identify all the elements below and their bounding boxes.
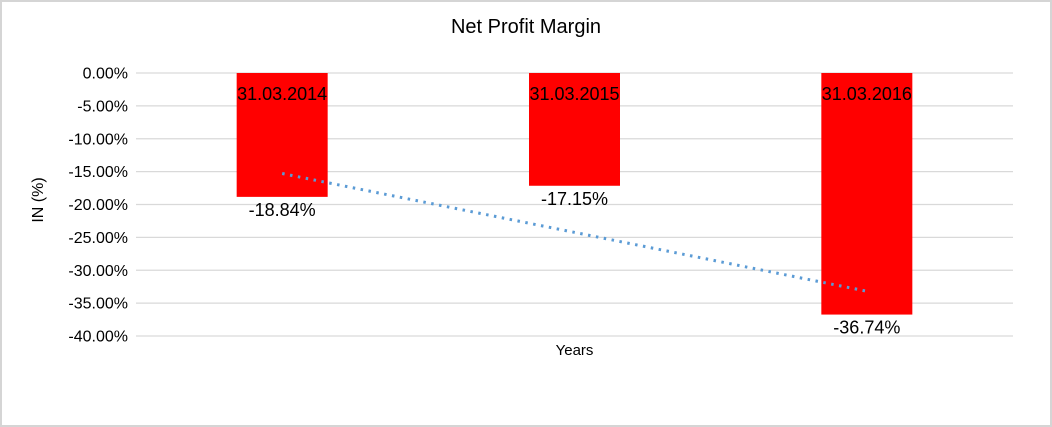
y-axis-title: IN (%) [30,177,47,223]
bar-31.03.2015 [529,73,620,186]
value-label: -17.15% [541,189,608,209]
category-label: 31.03.2014 [237,84,327,104]
y-tick-label: 0.00% [83,66,128,83]
y-tick-label: -15.00% [68,164,128,181]
bar-31.03.2014 [236,73,328,197]
value-label: -36.74% [833,318,900,338]
category-label: 31.03.2016 [822,84,912,104]
category-label: 31.03.2015 [529,84,619,104]
chart-title: Net Profit Margin [450,16,602,38]
value-label: -18.84% [249,200,316,220]
y-tick-label: -25.00% [68,230,128,247]
y-tick-label: -10.00% [68,131,128,148]
y-tick-label: -5.00% [77,98,128,115]
y-tick-label: -20.00% [68,197,128,214]
y-tick-label: -35.00% [68,296,128,313]
bar-31.03.2016 [821,73,913,315]
y-tick-label: -40.00% [68,329,128,346]
x-axis-title: Years [555,342,594,359]
y-tick-label: -30.00% [68,263,128,280]
trendline [281,172,868,293]
